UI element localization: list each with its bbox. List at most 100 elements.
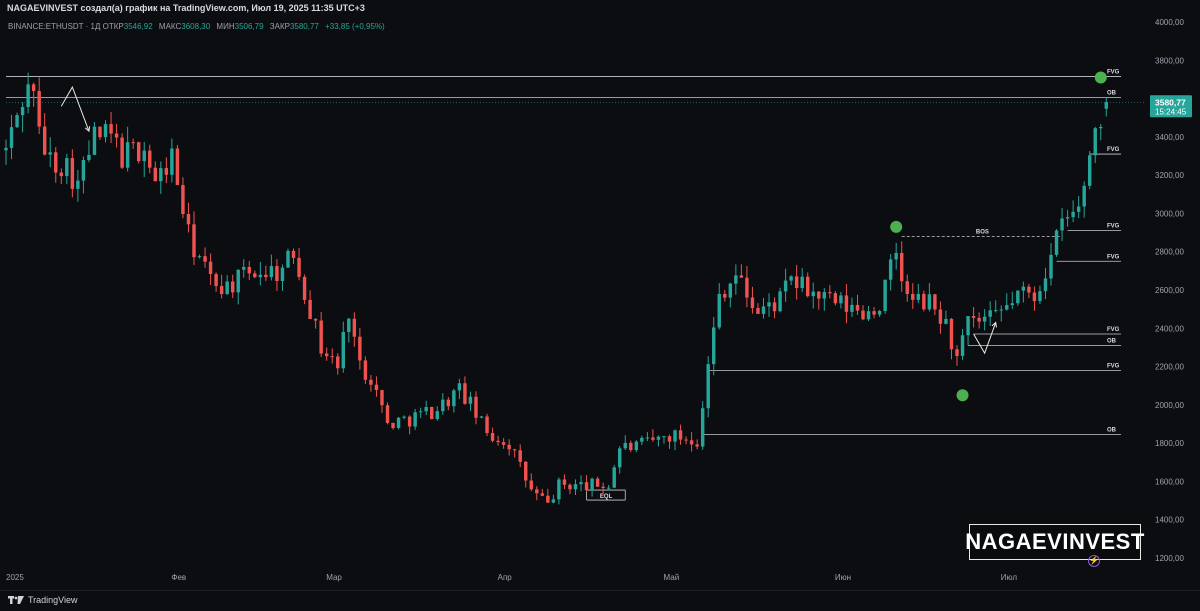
candle-body bbox=[441, 399, 445, 412]
candle-body bbox=[324, 353, 329, 357]
candle-body bbox=[219, 286, 224, 295]
candle-body bbox=[291, 250, 296, 258]
y-tick-label: 1200,00 bbox=[1155, 554, 1184, 563]
tradingview-brand[interactable]: TradingView bbox=[8, 595, 78, 605]
candle-body bbox=[225, 281, 229, 295]
candle-body bbox=[186, 214, 191, 225]
candle-body bbox=[136, 142, 141, 162]
y-tick-label: 1400,00 bbox=[1155, 516, 1184, 525]
y-tick-label: 2600,00 bbox=[1155, 286, 1184, 295]
level-label: FVG bbox=[1107, 70, 1120, 76]
candle-body bbox=[148, 150, 152, 168]
candle-body bbox=[413, 412, 417, 427]
candle-body bbox=[794, 276, 799, 288]
candle-body bbox=[48, 152, 52, 155]
legend-close-label: ЗАКР bbox=[269, 22, 290, 31]
candle-body bbox=[26, 84, 30, 108]
candle-body bbox=[822, 292, 827, 299]
candle-body bbox=[352, 318, 357, 337]
candle-body bbox=[391, 422, 395, 429]
candle-body bbox=[739, 275, 744, 278]
price-chart[interactable]: FVG OB FVG FVG BOS FVG FVG OB FVG OB EQL 4000,00 38… bbox=[0, 16, 1200, 590]
x-tick-label: Фев bbox=[171, 573, 186, 582]
candle-body bbox=[396, 417, 401, 429]
swing-point-marker[interactable] bbox=[1094, 71, 1107, 84]
candle-body bbox=[175, 148, 180, 186]
legend-symbol[interactable]: BINANCE:ETHUSDT · 1Д bbox=[8, 22, 101, 31]
tradingview-logo-icon bbox=[8, 596, 24, 604]
candle-body bbox=[745, 277, 749, 298]
swing-point-marker[interactable] bbox=[890, 220, 903, 233]
candle-body bbox=[993, 310, 998, 312]
candle-body bbox=[695, 444, 699, 447]
candle-body bbox=[20, 107, 25, 116]
candle-body bbox=[98, 126, 102, 138]
candle-body bbox=[977, 317, 981, 322]
candle-body bbox=[656, 436, 661, 440]
path-arrow[interactable] bbox=[973, 322, 997, 355]
candle-body bbox=[1016, 290, 1020, 304]
swing-point-marker[interactable] bbox=[956, 389, 969, 402]
candle-body bbox=[341, 331, 345, 369]
candle-body bbox=[203, 256, 207, 262]
legend-open-label: ОТКР bbox=[102, 22, 124, 31]
candle-body bbox=[557, 479, 561, 500]
candle-body bbox=[651, 437, 655, 440]
candle-body bbox=[927, 294, 932, 310]
candle-body bbox=[297, 257, 301, 277]
candle-body bbox=[761, 306, 766, 314]
candle-body bbox=[960, 335, 965, 356]
candle-body bbox=[65, 158, 69, 177]
candle-body bbox=[595, 478, 600, 487]
candle-body bbox=[1049, 254, 1053, 279]
candle-body bbox=[844, 295, 849, 312]
candle-body bbox=[982, 316, 987, 322]
candle-body bbox=[955, 349, 959, 356]
candle-body bbox=[501, 442, 506, 445]
candle-body bbox=[1099, 126, 1103, 129]
level-label: OB bbox=[1107, 339, 1117, 345]
y-tick-label: 1800,00 bbox=[1155, 439, 1184, 448]
x-tick-label: Мар bbox=[326, 573, 342, 582]
level-label: FVG bbox=[1107, 224, 1120, 230]
arrow-head bbox=[991, 321, 997, 328]
candle-body bbox=[1104, 102, 1109, 109]
candle-body bbox=[236, 269, 240, 293]
lightning-icon[interactable]: ⚡ bbox=[1088, 555, 1100, 567]
candle-body bbox=[1010, 303, 1015, 306]
candle-body bbox=[275, 266, 279, 281]
candle-body bbox=[606, 487, 611, 489]
candle-body bbox=[999, 309, 1003, 311]
candle-body bbox=[612, 467, 616, 488]
y-tick-label: 3000,00 bbox=[1155, 209, 1184, 218]
candle-body bbox=[1093, 128, 1097, 156]
candle-body bbox=[590, 478, 594, 491]
candle-body bbox=[479, 416, 484, 418]
candle-body bbox=[164, 168, 169, 175]
candle-body bbox=[507, 444, 511, 450]
candle-body bbox=[153, 167, 158, 182]
candle-body bbox=[568, 484, 572, 490]
candle-body bbox=[723, 293, 727, 298]
y-tick-label: 2000,00 bbox=[1155, 401, 1184, 410]
candle-body bbox=[645, 437, 650, 439]
candle-body bbox=[485, 416, 489, 434]
candle-body bbox=[120, 137, 124, 168]
x-tick-label: Июл bbox=[1001, 573, 1018, 582]
candle-body bbox=[92, 126, 97, 155]
candle-body bbox=[518, 450, 522, 462]
candle-body bbox=[418, 411, 423, 413]
candle-body bbox=[535, 489, 539, 494]
candle-body bbox=[463, 383, 467, 404]
candle-body bbox=[9, 127, 14, 148]
candle-body bbox=[457, 383, 462, 391]
candle-body bbox=[872, 311, 876, 315]
candle-body bbox=[933, 294, 937, 310]
path-arrow[interactable] bbox=[60, 85, 90, 132]
candle-body bbox=[1060, 218, 1064, 231]
candle-body bbox=[1087, 155, 1092, 186]
candle-body bbox=[700, 408, 705, 447]
x-tick-label: Май bbox=[663, 573, 679, 582]
candle-body bbox=[258, 274, 263, 278]
candle-body bbox=[678, 430, 683, 440]
